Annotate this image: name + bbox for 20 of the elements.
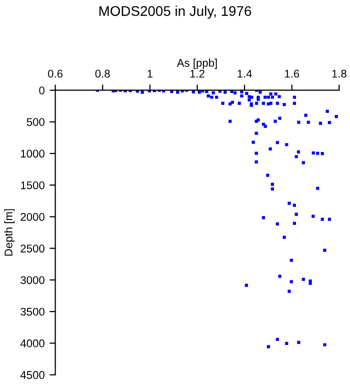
y-tick-label: 0 <box>39 86 44 94</box>
y-tick-label: 1000 <box>21 150 44 158</box>
y-tick-label: 500 <box>26 118 44 126</box>
chart-title: MODS2005 in July, 1976 <box>99 6 252 19</box>
y-axis-title: Depth [m] <box>4 209 15 256</box>
y-tick-label: 4000 <box>20 339 44 348</box>
y-tick-label: 3000 <box>20 276 44 284</box>
x-tick-label: 1 <box>148 70 152 78</box>
x-axis-title: As [ppb] <box>176 58 217 69</box>
x-tick-label: 1.8 <box>332 70 346 78</box>
x-tick-label: 0.6 <box>48 70 63 78</box>
y-tick-label: 2500 <box>20 244 44 252</box>
y-tick-label: 3500 <box>20 308 44 316</box>
x-tick-label: 0.8 <box>95 70 110 78</box>
x-tick-label: 1.6 <box>284 70 300 78</box>
y-tick-label: 2000 <box>20 212 44 221</box>
x-tick-label: 1.2 <box>190 70 204 78</box>
y-tick-label: 1500 <box>21 181 44 190</box>
y-tick-label: 4500 <box>20 371 44 379</box>
x-tick-label: 1.4 <box>238 70 252 78</box>
